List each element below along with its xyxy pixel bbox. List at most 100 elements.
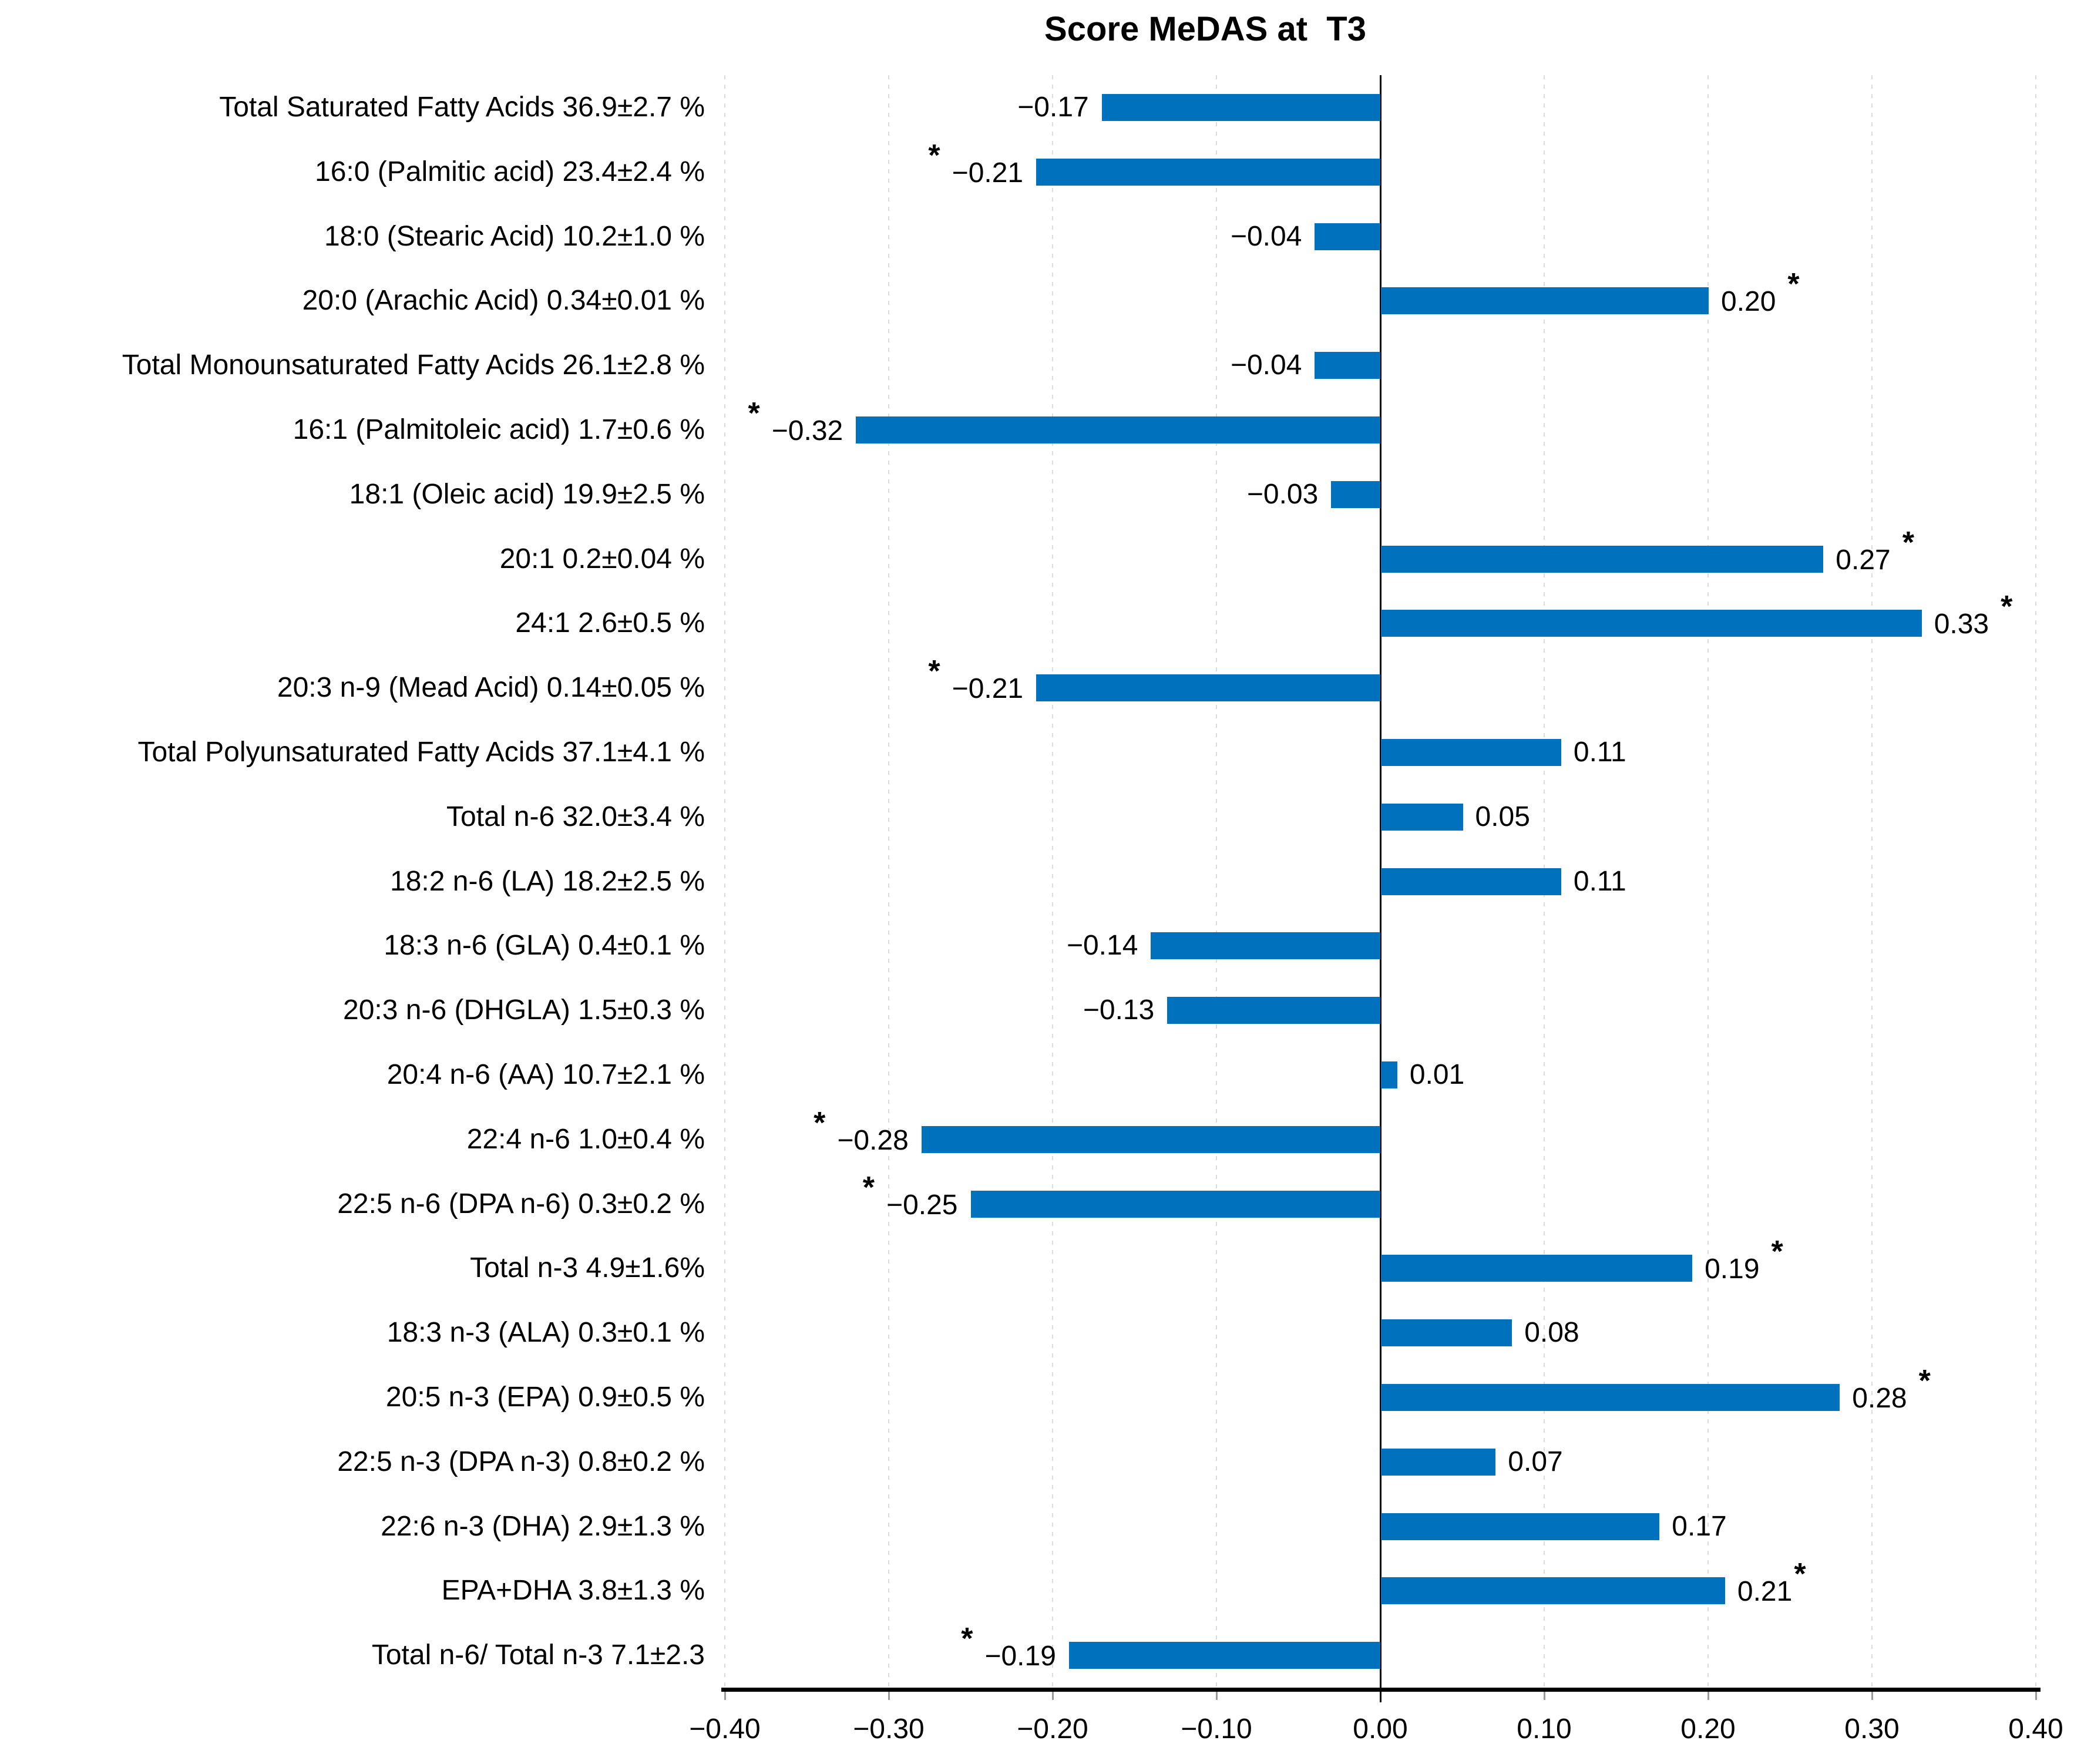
value-label-11: 0.05 [1475,797,1530,837]
category-label-4: Total Monounsaturated Fatty Acids 26.1±2… [122,350,705,381]
x-tick-label-1: −0.30 [853,1713,925,1745]
value-label-5: * −0.32 [748,397,843,450]
significance-asterisk: * [1771,1235,1783,1269]
category-label-20: 20:5 n-3 (EPA) 0.9±0.5 % [385,1381,705,1413]
value-text: −0.14 [1066,930,1138,962]
x-tick-label-0: −0.40 [689,1713,761,1745]
gridline [1707,75,1709,1688]
category-label-17: 22:5 n-6 (DPA n-6) 0.3±0.2 % [337,1188,705,1219]
value-label-14: −0.13 [1083,990,1154,1030]
bar-14 [1167,997,1380,1024]
value-text: 0.28 [1852,1382,1907,1414]
value-text: 0.07 [1508,1446,1563,1477]
gridline [1216,75,1217,1688]
significance-asterisk: * [1918,1363,1931,1398]
bar-12 [1381,868,1561,895]
bar-7 [1381,545,1824,573]
value-text: −0.21 [952,673,1024,705]
value-text: 0.05 [1475,801,1530,832]
value-text: 0.11 [1573,736,1626,768]
category-label-1: 16:0 (Palmitic acid) 23.4±2.4 % [315,156,705,187]
value-text: −0.13 [1083,994,1155,1026]
bar-16 [921,1125,1380,1153]
category-label-5: 16:1 (Palmitoleic acid) 1.7±0.6 % [293,414,705,445]
category-label-7: 20:1 0.2±0.04 % [499,543,705,574]
x-tick-label-2: −0.20 [1017,1713,1088,1745]
bar-4 [1315,352,1380,379]
x-tick-label-5: 0.10 [1517,1713,1572,1745]
value-label-2: −0.04 [1231,217,1302,257]
axis-tick [1052,1692,1054,1700]
significance-asterisk: * [1794,1557,1806,1592]
value-text: −0.19 [984,1641,1056,1672]
axis-tick [2035,1692,2037,1700]
value-label-1: * −0.21 [928,139,1024,192]
bar-10 [1381,738,1561,766]
bar-18 [1381,1255,1693,1282]
category-label-22: 22:6 n-3 (DHA) 2.9±1.3 % [381,1510,705,1542]
gridline [1052,75,1053,1688]
bar-0 [1101,93,1380,121]
value-label-20: 0.28 * [1852,1364,1931,1417]
chart-title: Score MeDAS at T3 [1044,10,1366,48]
bar-24 [1068,1642,1380,1669]
value-text: −0.32 [771,415,843,446]
value-text: 0.33 [1934,609,1989,640]
gridline [1871,75,1873,1688]
category-label-12: 18:2 n-6 (LA) 18.2±2.5 % [390,865,705,897]
category-label-10: Total Polyunsaturated Fatty Acids 37.1±4… [137,736,705,768]
bar-5 [856,416,1380,443]
value-label-13: −0.14 [1067,926,1138,966]
bar-11 [1381,803,1463,831]
value-text: 0.01 [1409,1059,1465,1090]
value-label-16: * −0.28 [814,1106,909,1160]
bar-3 [1381,287,1709,315]
value-label-23: 0.21* [1737,1557,1806,1611]
value-label-9: * −0.21 [928,654,1024,708]
significance-asterisk: * [1787,267,1800,302]
value-label-15: 0.01 [1410,1055,1464,1095]
value-label-21: 0.07 [1508,1442,1562,1482]
value-label-10: 0.11 [1574,733,1626,772]
value-text: −0.21 [952,157,1024,189]
bar-6 [1331,481,1380,508]
value-text: −0.04 [1230,350,1302,381]
category-label-0: Total Saturated Fatty Acids 36.9±2.7 % [219,91,705,123]
bar-17 [970,1190,1380,1218]
value-text: 0.21 [1737,1576,1793,1608]
axis-tick [1380,1692,1381,1702]
zero-axis-line [1380,75,1381,1699]
x-axis-line [721,1688,2041,1692]
x-tick-label-8: 0.40 [2008,1713,2063,1745]
x-tick-label-4: 0.00 [1353,1713,1408,1745]
value-label-8: 0.33 * [1934,590,2013,643]
value-text: 0.19 [1705,1254,1760,1285]
category-label-13: 18:3 n-6 (GLA) 0.4±0.1 % [384,930,705,962]
axis-tick [1216,1692,1218,1700]
category-label-16: 22:4 n-6 1.0±0.4 % [466,1123,705,1155]
category-label-23: EPA+DHA 3.8±1.3 % [441,1575,705,1607]
category-label-3: 20:0 (Arachic Acid) 0.34±0.01 % [302,285,705,317]
x-tick-label-7: 0.30 [1844,1713,1900,1745]
category-label-9: 20:3 n-9 (Mead Acid) 0.14±0.05 % [277,672,705,704]
value-text: 0.08 [1524,1317,1579,1349]
category-label-21: 22:5 n-3 (DPA n-3) 0.8±0.2 % [337,1446,705,1477]
value-text: 0.11 [1573,865,1626,897]
bar-1 [1036,158,1380,186]
value-text: 0.27 [1836,544,1891,576]
x-tick-label-3: −0.10 [1181,1713,1252,1745]
category-label-6: 18:1 (Oleic acid) 19.9±2.5 % [349,478,705,510]
bar-8 [1381,610,1922,637]
bar-20 [1381,1383,1840,1411]
value-label-4: −0.04 [1231,345,1302,385]
significance-asterisk: * [928,138,940,173]
gridline [888,75,889,1688]
category-label-8: 24:1 2.6±0.5 % [515,607,705,639]
bar-13 [1151,932,1380,960]
significance-asterisk: * [1902,525,1914,560]
bar-15 [1381,1061,1397,1088]
significance-asterisk: * [862,1170,875,1205]
axis-tick [724,1692,726,1700]
bar-2 [1315,223,1380,250]
significance-asterisk: * [961,1622,973,1657]
